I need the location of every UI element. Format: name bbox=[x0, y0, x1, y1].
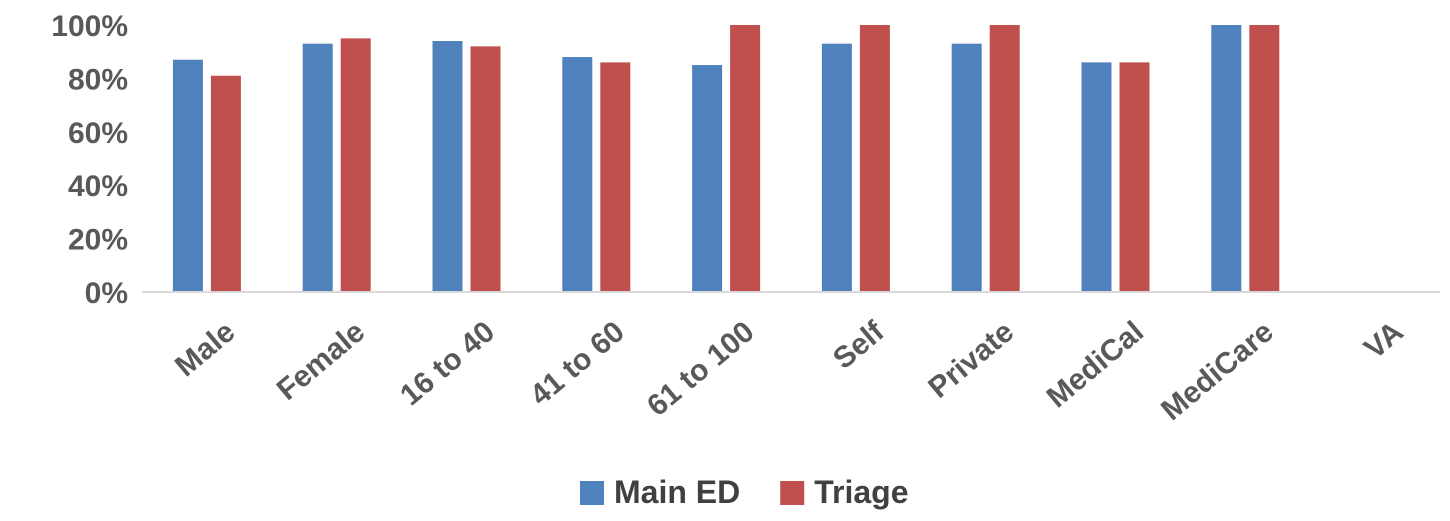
bar-triage-7 bbox=[1119, 62, 1150, 292]
bar-triage-5 bbox=[859, 25, 890, 292]
bar-triage-4 bbox=[730, 25, 761, 292]
bar-triage-2 bbox=[470, 46, 501, 292]
bar-triage-0 bbox=[210, 75, 241, 292]
x-category-label: 61 to 100 bbox=[641, 315, 761, 423]
bar-main-ed-5 bbox=[821, 43, 852, 292]
bar-main-ed-8 bbox=[1211, 25, 1242, 292]
y-tick-label: 20% bbox=[68, 224, 128, 257]
x-category-label: VA bbox=[1358, 315, 1409, 366]
legend-label: Triage bbox=[814, 474, 908, 510]
x-category-label: Female bbox=[271, 315, 371, 407]
x-category-label: MediCare bbox=[1155, 315, 1280, 427]
legend-swatch-main-ed bbox=[580, 481, 604, 505]
y-tick-label: 0% bbox=[85, 277, 128, 310]
x-category-label: Self bbox=[827, 314, 891, 375]
bar-triage-8 bbox=[1249, 25, 1280, 292]
y-tick-label: 60% bbox=[68, 117, 128, 150]
bar-main-ed-3 bbox=[562, 57, 593, 292]
x-category-label: MediCal bbox=[1041, 315, 1150, 414]
bar-triage-3 bbox=[600, 62, 631, 292]
y-tick-label: 80% bbox=[68, 63, 128, 96]
legend: Main ED Triage bbox=[580, 474, 909, 510]
y-tick-label: 100% bbox=[51, 10, 128, 43]
x-category-label: 16 to 40 bbox=[394, 315, 501, 412]
x-category-label: 41 to 60 bbox=[524, 315, 631, 412]
bar-main-ed-2 bbox=[432, 41, 463, 292]
bar-triage-1 bbox=[340, 38, 371, 292]
y-axis-ticks: 0% 20% 40% 60% 80% 100% bbox=[51, 10, 128, 310]
y-tick-label: 40% bbox=[68, 170, 128, 203]
bar-main-ed-4 bbox=[692, 65, 723, 292]
bar-main-ed-0 bbox=[172, 59, 203, 293]
legend-swatch-triage bbox=[780, 481, 805, 505]
bar-main-ed-1 bbox=[302, 43, 333, 292]
x-category-label: Male bbox=[169, 315, 241, 383]
legend-label: Main ED bbox=[614, 474, 740, 510]
bar-main-ed-6 bbox=[951, 43, 982, 292]
bar-triage-6 bbox=[989, 25, 1020, 292]
x-axis-labels: Male Female 16 to 40 41 to 60 61 to 100 Self P… bbox=[169, 314, 1410, 427]
bars-group bbox=[172, 25, 1280, 293]
bar-main-ed-7 bbox=[1081, 62, 1112, 292]
x-category-label: Private bbox=[922, 315, 1020, 405]
